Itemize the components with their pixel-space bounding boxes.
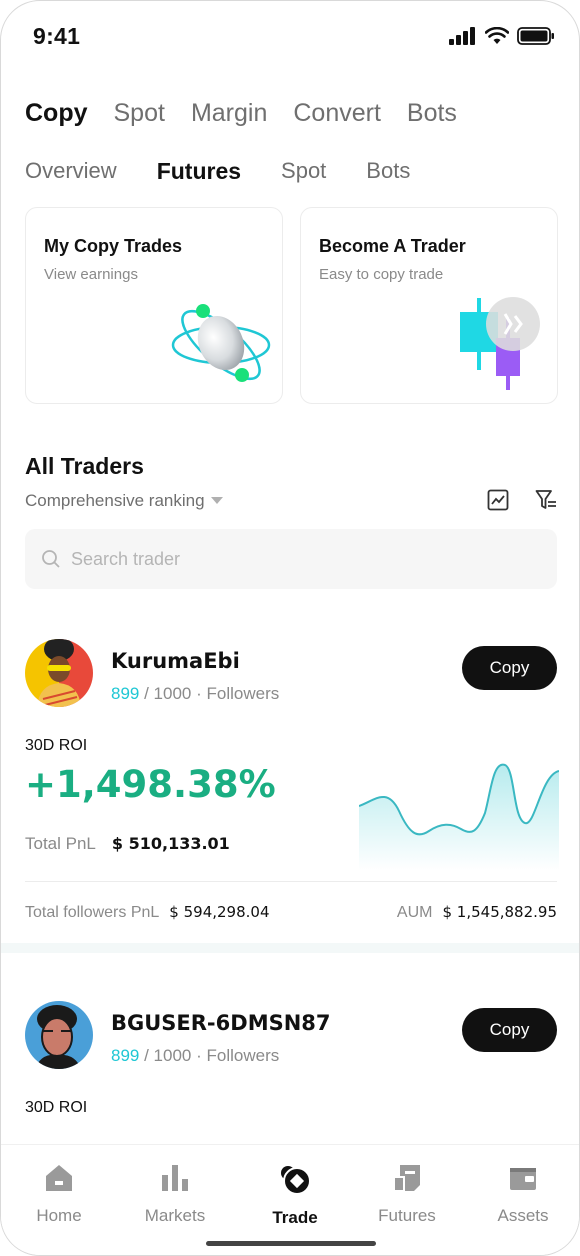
subtab-spot[interactable]: Spot <box>281 158 327 183</box>
home-icon <box>46 1165 72 1191</box>
ranking-dropdown[interactable]: Comprehensive ranking <box>25 491 223 511</box>
wallet-icon <box>510 1168 536 1190</box>
nav-label: Assets <box>497 1206 549 1225</box>
followers-pnl: Total followers PnL $ 594,298.04 <box>25 903 270 922</box>
avatar[interactable] <box>25 639 93 707</box>
followers-current: 899 <box>111 684 140 703</box>
caret-down-icon <box>210 497 223 504</box>
section-title: All Traders <box>25 453 144 479</box>
trader-avatar-image <box>25 1001 93 1069</box>
aum-label: AUM <box>396 904 433 921</box>
futures-icon <box>393 1165 420 1192</box>
pnl-label: Total PnL <box>25 834 96 853</box>
status-time: 9:41 <box>33 23 81 49</box>
followers-label: · Followers <box>196 1046 280 1065</box>
tab-margin[interactable]: Margin <box>190 99 268 127</box>
sub-tabs: Overview Futures Spot Bots <box>25 158 410 185</box>
aum: AUM $ 1,545,882.95 <box>397 903 557 922</box>
become-trader-card[interactable]: Become A Trader Easy to copy trade <box>300 207 558 404</box>
trader-name[interactable]: BGUSER-6DMSN87 <box>111 1011 331 1035</box>
followers-count: 899 / 1000 · Followers <box>111 1046 279 1066</box>
search-icon <box>42 550 60 568</box>
subtab-overview[interactable]: Overview <box>25 158 117 183</box>
card-title: Become A Trader <box>319 236 466 256</box>
nav-markets[interactable]: Markets <box>125 1163 225 1226</box>
search-bar[interactable] <box>25 529 557 589</box>
nav-label: Trade <box>272 1208 318 1227</box>
status-icons <box>449 27 555 45</box>
nav-label: Futures <box>378 1206 436 1225</box>
nav-futures[interactable]: Futures <box>357 1163 457 1226</box>
nav-home[interactable]: Home <box>9 1163 109 1226</box>
nav-trade[interactable]: Trade <box>245 1163 345 1228</box>
nav-label: Home <box>36 1206 82 1225</box>
followers-count: 899 / 1000 · Followers <box>111 684 279 704</box>
followers-current: 899 <box>111 1046 140 1065</box>
home-indicator <box>206 1241 376 1246</box>
main-tabs: Copy Spot Margin Convert Bots <box>25 99 457 128</box>
trader-name[interactable]: KurumaEbi <box>111 649 240 673</box>
pnl-value: $ 510,133.01 <box>111 834 230 853</box>
battery-icon <box>517 27 554 45</box>
trader-footer: Total followers PnL $ 594,298.04 AUM $ 1,5… <box>25 903 557 922</box>
card-subtitle: View earnings <box>44 266 138 283</box>
copy-button[interactable]: Copy <box>462 1008 557 1052</box>
followers-label: · Followers <box>196 684 280 703</box>
status-bar: 9:41 <box>1 1 579 79</box>
atom-coin-icon <box>171 304 271 382</box>
nav-label: Markets <box>144 1206 206 1225</box>
candlestick-icon <box>460 297 540 390</box>
roi-label: 30D ROI <box>25 737 88 754</box>
divider <box>25 881 557 882</box>
tab-bots[interactable]: Bots <box>406 99 457 127</box>
avatar[interactable] <box>25 1001 93 1069</box>
roi-label: 30D ROI <box>25 1099 88 1116</box>
roi-value: +1,498.38% <box>25 763 276 806</box>
tab-convert[interactable]: Convert <box>293 99 381 127</box>
followers-max: / 1000 <box>144 1046 192 1065</box>
followers-pnl-value: $ 594,298.04 <box>169 903 270 921</box>
subtab-futures[interactable]: Futures <box>156 158 242 184</box>
copy-button[interactable]: Copy <box>462 646 557 690</box>
nav-assets[interactable]: Assets <box>473 1163 573 1226</box>
chart-compare-icon[interactable] <box>487 489 509 511</box>
total-pnl: Total PnL $ 510,133.01 <box>25 834 230 854</box>
roi-sparkline <box>359 763 559 871</box>
tool-icons <box>487 489 557 511</box>
card-title: My Copy Trades <box>44 236 183 256</box>
subtab-bots[interactable]: Bots <box>366 158 411 183</box>
tab-copy[interactable]: Copy <box>25 99 88 127</box>
filter-icon[interactable] <box>535 489 557 511</box>
tab-spot[interactable]: Spot <box>113 99 165 127</box>
search-input[interactable] <box>71 548 491 570</box>
followers-pnl-label: Total followers PnL <box>25 904 160 921</box>
signal-icon <box>449 27 475 45</box>
ranking-label: Comprehensive ranking <box>25 491 205 510</box>
card-subtitle: Easy to copy trade <box>319 266 444 283</box>
wifi-icon <box>485 27 509 44</box>
bar-chart-icon <box>162 1165 188 1191</box>
trader-avatar-image <box>25 639 93 707</box>
my-copy-trades-card[interactable]: My Copy Trades View earnings <box>25 207 283 404</box>
followers-max: / 1000 <box>144 684 192 703</box>
bottom-nav: Home Markets Trade Futures <box>1 1144 579 1255</box>
aum-value: $ 1,545,882.95 <box>442 903 557 921</box>
section-separator <box>1 943 579 953</box>
trade-icon <box>281 1166 311 1195</box>
